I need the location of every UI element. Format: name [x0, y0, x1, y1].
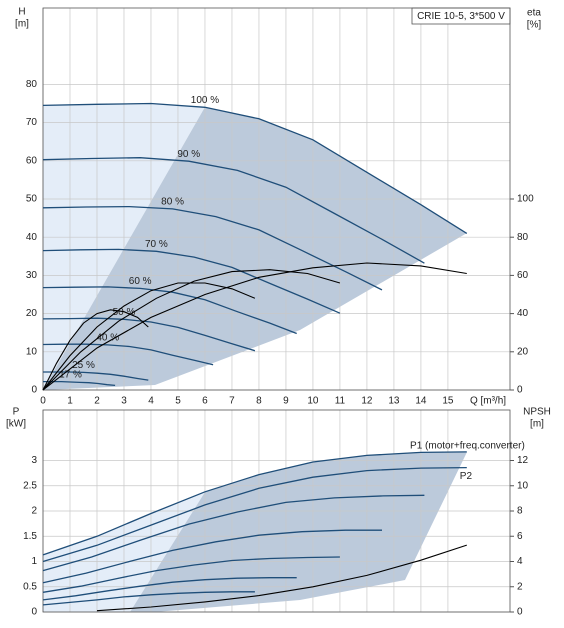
curve-label: 60 % — [129, 276, 152, 287]
curve-label: P1 (motor+freq.converter) — [410, 441, 525, 452]
y-tick-label: 20 — [26, 308, 38, 319]
curve — [42, 286, 297, 335]
curve — [42, 269, 341, 391]
y2-tick-label: 80 — [517, 232, 529, 243]
x-tick-label: 3 — [121, 396, 127, 407]
curve-label: 90 % — [177, 149, 200, 160]
y-tick-label: 30 — [26, 270, 38, 281]
y-tick-label: 60 — [26, 155, 38, 166]
x-tick-label: 1 — [67, 396, 73, 407]
x-tick-label: 12 — [361, 396, 373, 407]
y-tick-label: 1 — [31, 556, 37, 567]
y-axis-unit: [kW] — [6, 419, 26, 430]
curve — [42, 577, 297, 601]
curve — [42, 317, 256, 352]
y2-axis-unit: [%] — [527, 20, 542, 31]
x-tick-label: 13 — [388, 396, 400, 407]
y2-axis-label: NPSH — [523, 407, 551, 418]
curve-label: 100 % — [191, 95, 219, 106]
curve — [42, 494, 425, 572]
y2-tick-label: 10 — [517, 480, 529, 491]
curve-label: 70 % — [145, 239, 168, 250]
curve — [42, 262, 467, 391]
y-tick-label: 50 — [26, 194, 38, 205]
y2-tick-label: 40 — [517, 308, 529, 319]
curve — [42, 343, 214, 366]
y2-axis-unit: [m] — [530, 419, 544, 430]
curve — [42, 102, 468, 234]
y2-axis-label: eta — [527, 8, 541, 19]
y2-tick-label: 0 — [517, 607, 523, 618]
curve-label: P2 — [460, 471, 473, 482]
x-tick-label: 14 — [415, 396, 427, 407]
y2-tick-label: 2 — [517, 581, 523, 592]
x-tick-label: 2 — [94, 396, 100, 407]
x-tick-label: 10 — [307, 396, 319, 407]
curve-label: 50 % — [113, 307, 136, 318]
dark-area — [43, 107, 467, 390]
x-tick-label: 11 — [335, 396, 346, 407]
curve-label: 80 % — [161, 197, 184, 208]
y-axis-label: P — [13, 407, 20, 418]
y-tick-label: 3 — [31, 455, 37, 466]
curve-label: 40 % — [96, 333, 119, 344]
x-tick-label: 4 — [148, 396, 154, 407]
plot-frame — [42, 409, 511, 613]
y2-tick-label: 8 — [517, 506, 523, 517]
curve — [96, 544, 467, 612]
y-tick-label: 2.5 — [23, 480, 37, 491]
y-tick-label: 0 — [31, 385, 37, 396]
x-tick-label: 15 — [442, 396, 454, 407]
x-tick-label: 8 — [256, 396, 262, 407]
plot-frame — [42, 7, 511, 391]
x-tick-label: 6 — [202, 396, 208, 407]
y-tick-label: 2 — [31, 506, 37, 517]
y2-tick-label: 12 — [517, 455, 529, 466]
y2-tick-label: 100 — [517, 194, 534, 205]
y2-tick-label: 4 — [517, 556, 523, 567]
y-axis-label: H — [18, 7, 25, 18]
curve — [43, 380, 116, 387]
y2-tick-label: 6 — [517, 531, 523, 542]
y2-tick-label: 60 — [517, 270, 529, 281]
y-tick-label: 40 — [26, 232, 38, 243]
y-tick-label: 10 — [26, 346, 38, 357]
y-tick-label: 70 — [26, 117, 38, 128]
curve — [42, 556, 340, 593]
curve — [42, 466, 467, 563]
x-tick-label: 7 — [229, 396, 235, 407]
curve — [42, 591, 255, 606]
y-tick-label: 0 — [31, 607, 37, 618]
curve — [42, 309, 149, 391]
curve-label: 25 % — [72, 360, 95, 371]
chart-title: CRIE 10-5, 3*500 V — [417, 11, 505, 22]
curve — [42, 248, 341, 314]
y2-tick-label: 20 — [517, 346, 529, 357]
y-axis-unit: [m] — [15, 19, 29, 30]
x-tick-label: 5 — [175, 396, 181, 407]
x-tick-label: 0 — [40, 396, 46, 407]
curve — [42, 157, 425, 264]
x-axis-label: Q [m³/h] — [470, 396, 506, 407]
curve — [42, 205, 383, 291]
curve — [42, 282, 256, 391]
y-tick-label: 1.5 — [23, 531, 37, 542]
y-tick-label: 80 — [26, 79, 38, 90]
x-tick-label: 9 — [283, 396, 289, 407]
curve-label: 17 % — [59, 370, 82, 381]
y2-tick-label: 0 — [517, 385, 523, 396]
curve — [42, 451, 467, 556]
curve — [42, 529, 382, 584]
y-tick-label: 0.5 — [23, 581, 37, 592]
